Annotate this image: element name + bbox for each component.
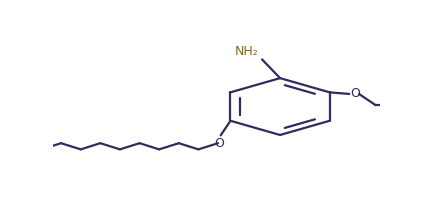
Text: O: O	[351, 87, 360, 100]
Text: O: O	[214, 137, 225, 150]
Text: NH₂: NH₂	[235, 45, 259, 58]
